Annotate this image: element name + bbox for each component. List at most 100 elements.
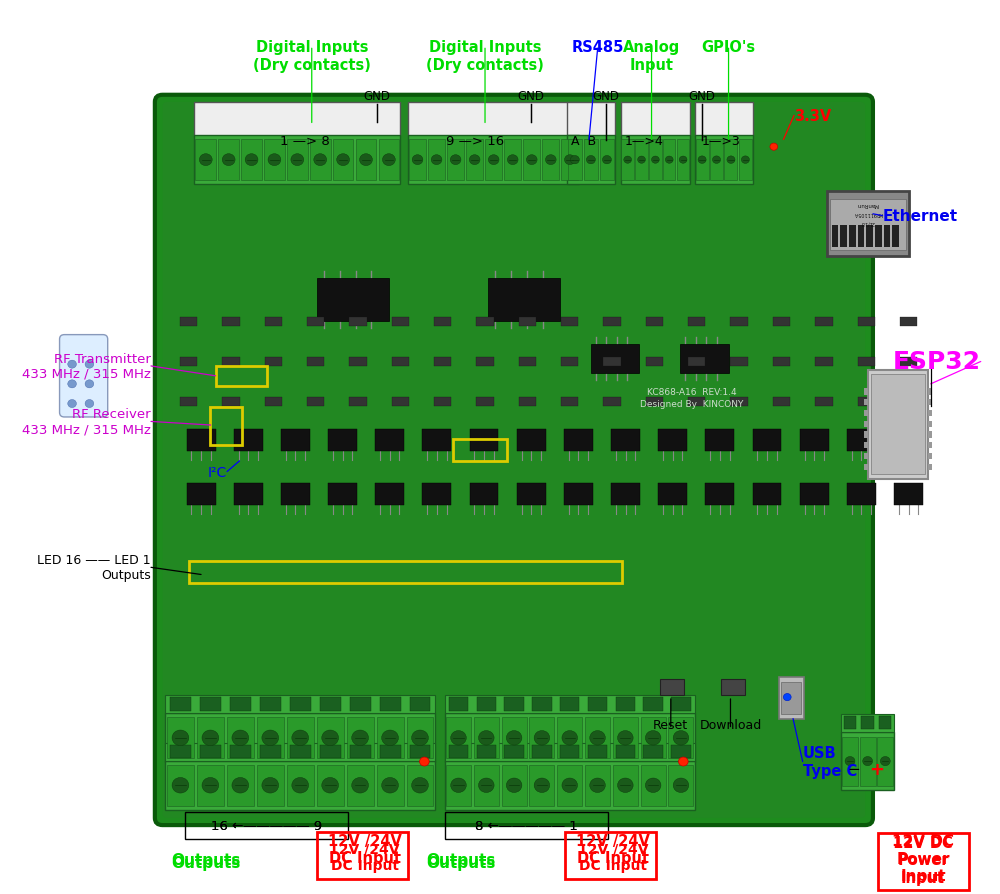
Circle shape <box>783 694 791 701</box>
Bar <box>611 484 640 505</box>
Bar <box>265 358 282 367</box>
Bar <box>392 317 409 326</box>
Bar <box>290 745 311 758</box>
Bar <box>466 139 483 181</box>
Circle shape <box>352 778 368 793</box>
Bar <box>688 398 705 407</box>
Circle shape <box>645 778 661 793</box>
Bar <box>830 200 906 251</box>
Circle shape <box>172 730 189 746</box>
Bar <box>827 192 909 257</box>
Circle shape <box>431 156 442 165</box>
Circle shape <box>488 156 499 165</box>
Bar <box>928 453 932 460</box>
Bar <box>375 430 404 451</box>
Circle shape <box>245 155 258 166</box>
Bar <box>928 389 932 395</box>
Circle shape <box>292 778 309 793</box>
Circle shape <box>222 155 235 166</box>
Text: Digital Inputs
(Dry contacts): Digital Inputs (Dry contacts) <box>253 40 371 72</box>
Bar <box>773 358 790 367</box>
Circle shape <box>645 730 661 746</box>
Bar <box>449 697 468 711</box>
Bar <box>422 430 451 451</box>
Bar <box>180 317 197 326</box>
Bar <box>317 764 344 806</box>
Bar <box>392 398 409 407</box>
Circle shape <box>562 730 578 746</box>
Bar <box>287 764 314 806</box>
Bar <box>434 358 451 367</box>
Bar <box>218 139 239 181</box>
Bar <box>502 764 527 806</box>
Bar <box>641 717 666 759</box>
Bar <box>815 358 833 367</box>
Circle shape <box>68 360 76 368</box>
Bar <box>165 696 435 713</box>
Bar <box>928 410 932 417</box>
Bar <box>585 717 610 759</box>
Bar <box>234 430 263 451</box>
Bar <box>568 139 582 181</box>
Circle shape <box>770 144 778 151</box>
Bar <box>375 484 404 505</box>
Bar <box>591 345 639 374</box>
Bar <box>222 398 240 407</box>
Bar <box>841 714 894 732</box>
Bar <box>815 317 833 326</box>
Bar <box>409 139 426 181</box>
Bar <box>668 764 693 806</box>
Bar <box>564 430 593 451</box>
Bar <box>350 745 371 758</box>
Bar <box>260 697 281 711</box>
Bar <box>858 225 864 248</box>
Circle shape <box>85 380 94 388</box>
Circle shape <box>450 156 461 165</box>
Bar <box>310 139 331 181</box>
Bar <box>328 484 357 505</box>
Bar <box>613 717 638 759</box>
Bar <box>189 561 622 583</box>
Circle shape <box>479 778 494 793</box>
Bar <box>428 139 445 181</box>
Bar <box>668 717 693 759</box>
Circle shape <box>741 156 749 164</box>
Bar <box>377 764 404 806</box>
FancyBboxPatch shape <box>163 103 865 818</box>
Text: +: + <box>869 760 884 778</box>
Circle shape <box>570 156 579 164</box>
Circle shape <box>602 156 611 164</box>
Bar <box>227 764 254 806</box>
Bar <box>532 745 552 758</box>
Bar <box>864 421 868 427</box>
Bar <box>410 697 430 711</box>
Bar <box>519 358 536 367</box>
Bar <box>529 764 554 806</box>
Bar <box>564 484 593 505</box>
Bar <box>621 139 634 181</box>
Bar <box>519 398 536 407</box>
Text: GPIO's: GPIO's <box>701 40 756 55</box>
Bar <box>730 398 748 407</box>
Bar <box>928 464 932 470</box>
Bar <box>287 717 314 759</box>
Bar <box>265 398 282 407</box>
Bar <box>476 358 494 367</box>
Text: 1 —> 8: 1 —> 8 <box>280 135 330 148</box>
Bar <box>730 317 748 326</box>
Bar <box>879 716 891 730</box>
Text: A  B: A B <box>571 135 596 148</box>
Bar <box>649 139 662 181</box>
Bar <box>860 737 876 786</box>
Circle shape <box>412 156 423 165</box>
Bar <box>858 358 875 367</box>
Circle shape <box>507 156 518 165</box>
Bar <box>641 764 666 806</box>
Bar <box>517 484 546 505</box>
Circle shape <box>618 730 633 746</box>
FancyBboxPatch shape <box>60 335 108 417</box>
Bar <box>230 745 251 758</box>
Bar <box>347 764 374 806</box>
Bar <box>200 697 221 711</box>
Circle shape <box>68 401 76 408</box>
